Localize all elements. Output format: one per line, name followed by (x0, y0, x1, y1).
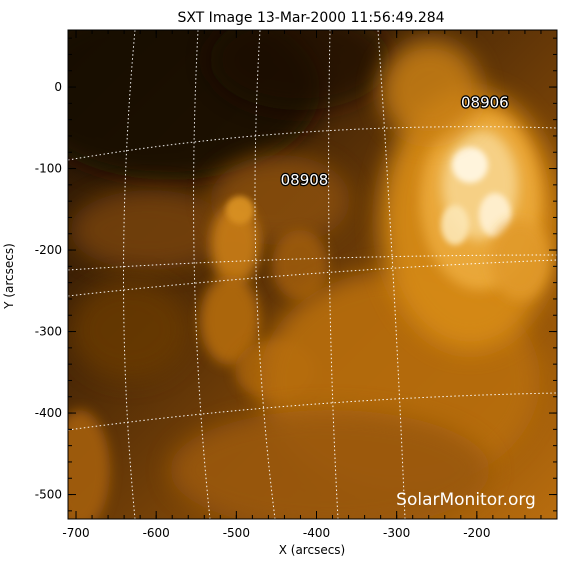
x-tick-label: -200 (463, 526, 490, 540)
x-axis: -700 -600 -500 -400 -300 -200 (62, 30, 558, 540)
x-tick-label: -600 (143, 526, 170, 540)
x-tick-label: -500 (223, 526, 250, 540)
y-axis: 0 -100 -200 -300 -400 -500 (35, 37, 557, 512)
y-tick-label: -300 (35, 325, 62, 339)
y-tick-label: -500 (35, 488, 62, 502)
x-axis-label: X (arcsecs) (279, 543, 346, 557)
y-tick-label: -200 (35, 243, 62, 257)
x-tick-label: -300 (383, 526, 410, 540)
active-region-label: 08908 (281, 171, 329, 189)
heliographic-grid (68, 30, 557, 519)
x-tick-label: -700 (62, 526, 89, 540)
x-tick-label: -400 (303, 526, 330, 540)
active-region-labels: 08906 08908 (279, 92, 510, 190)
plot-frame (67, 29, 558, 520)
y-tick-label: -400 (35, 406, 62, 420)
y-axis-label: Y (arcsecs) (2, 243, 16, 310)
y-tick-label: 0 (54, 80, 62, 94)
y-tick-label: -100 (35, 162, 62, 176)
watermark-text: SolarMonitor.org (396, 490, 536, 510)
active-region-label: 08906 (461, 93, 509, 111)
sxt-image (68, 30, 557, 519)
figure-title: SXT Image 13-Mar-2000 11:56:49.284 (177, 10, 444, 26)
